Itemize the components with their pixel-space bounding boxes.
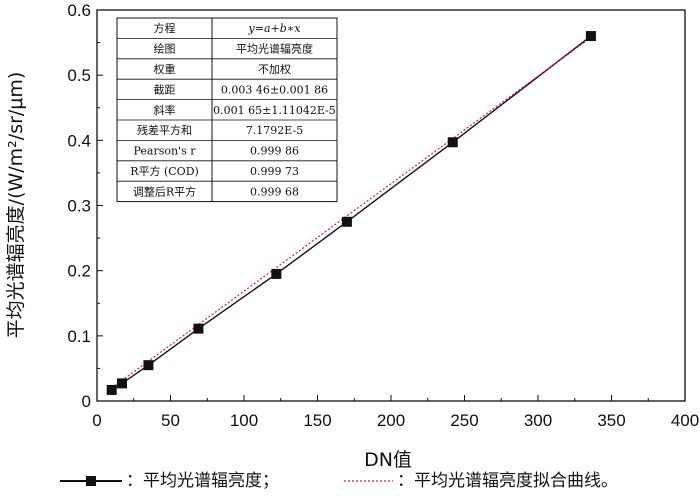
x-axis: 0 50 100 150 200 250 300 350 400: [92, 395, 699, 430]
legend: ：平均光谱辐亮度； ：平均光谱辐亮度拟合曲线。: [60, 471, 618, 491]
x-tick-label: 400: [671, 411, 699, 430]
data-point: [143, 360, 154, 371]
x-tick-label: 100: [230, 411, 258, 430]
y-tick-label: 0.1: [67, 327, 91, 346]
x-tick-label: 50: [161, 411, 180, 430]
table-key: 方程: [154, 21, 176, 35]
y-tick-label: 0: [82, 392, 91, 411]
table-key: 绘图: [154, 42, 176, 56]
table-value: 0.999 68: [250, 185, 299, 198]
table-key: 权重: [154, 62, 176, 76]
data-point: [341, 216, 352, 227]
x-tick-label: 250: [450, 411, 478, 430]
data-point: [106, 384, 117, 395]
table-key: 调整后R平方: [133, 184, 196, 198]
x-tick-label: 200: [377, 411, 405, 430]
y-tick-label: 0.5: [67, 66, 91, 85]
legend-label-data: ：平均光谱辐亮度；: [126, 471, 279, 491]
table-key: 斜率: [154, 103, 176, 117]
data-point: [271, 268, 282, 279]
y-tick-label: 0.6: [67, 1, 91, 20]
table-key: 截距: [154, 82, 176, 96]
table-key: Pearson's r: [133, 145, 196, 158]
table-value: 平均光谱辐亮度: [236, 42, 313, 56]
y-axis-title: 平均光谱辐亮度/(W/m²/sr/μm): [5, 72, 27, 339]
legend-label-fit: ：平均光谱辐亮度拟合曲线。: [397, 471, 618, 491]
y-tick-label: 0.3: [67, 197, 91, 216]
legend-marker-data: [86, 476, 96, 486]
table-value: y=a+b∗x: [248, 22, 302, 35]
x-tick-label: 150: [303, 411, 331, 430]
table-key: R平方 (COD): [130, 164, 199, 178]
y-axis: 0 0.1 0.2 0.3 0.4 0.5 0.6: [67, 1, 103, 411]
table-value: 0.003 46±0.001 86: [221, 83, 328, 96]
x-axis-title: DN值: [364, 449, 412, 471]
fit-line: [111, 36, 592, 389]
y-tick-label: 0.4: [67, 131, 91, 150]
data-point: [116, 378, 127, 389]
x-tick-label: 350: [597, 411, 625, 430]
table-value: 0.999 73: [250, 165, 299, 178]
x-tick-label: 300: [524, 411, 552, 430]
table-value: 0.001 65±1.11042E-5: [213, 104, 336, 117]
table-frame: [116, 17, 338, 203]
x-tick-label: 0: [92, 411, 101, 430]
table-value: 不加权: [258, 63, 291, 76]
data-point: [447, 137, 458, 148]
data-point: [193, 323, 204, 334]
y-tick-label: 0.2: [67, 262, 91, 281]
data-point: [585, 31, 596, 42]
table-key: 残差平方和: [137, 123, 192, 137]
series-layer: [106, 31, 596, 395]
table-value: 7.1792E-5: [246, 124, 303, 137]
table-value: 0.999 86: [250, 145, 299, 158]
